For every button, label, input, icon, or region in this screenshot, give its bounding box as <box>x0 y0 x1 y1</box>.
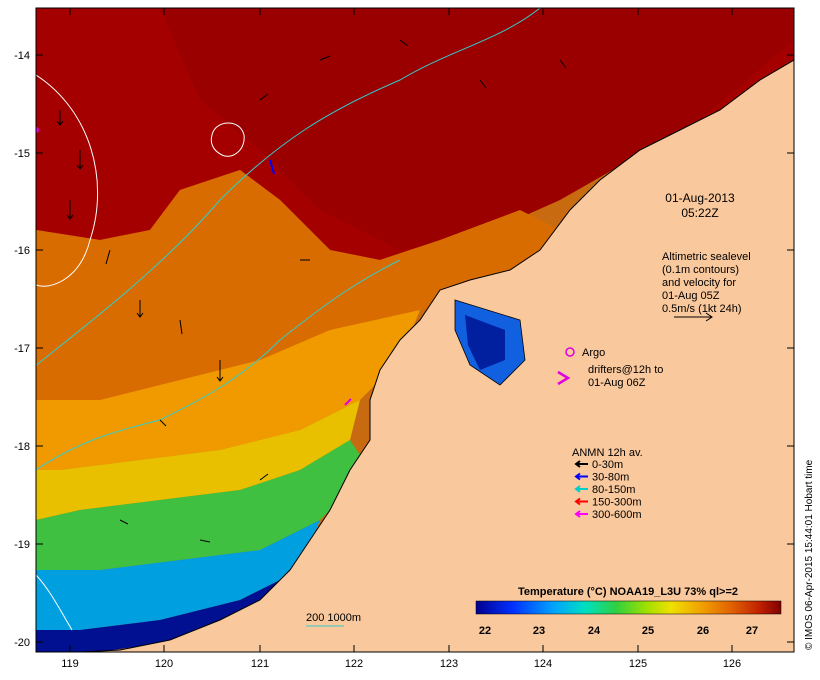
drifters-label: drifters@12h to <box>588 364 663 376</box>
colorbar-tick-label: 23 <box>533 625 545 637</box>
anmn-legend-arrowhead <box>574 460 581 468</box>
bathy-label: 200 1000m <box>306 612 361 624</box>
anmn-legend-label: 150-300m <box>592 497 642 509</box>
colorbar-tick-label: 24 <box>588 625 601 637</box>
timestamp-date: 01-Aug-2013 <box>665 191 735 205</box>
velocity-arrows <box>56 39 567 543</box>
argo-legend-icon <box>565 347 575 357</box>
lon-tick-label: 119 <box>61 658 79 670</box>
lon-tick-label: 120 <box>155 658 173 670</box>
sst-field <box>36 8 794 652</box>
lon-tick-label: 121 <box>251 658 269 670</box>
drifter-legend-icon <box>557 370 571 386</box>
anmn-legend-label: 80-150m <box>592 484 635 496</box>
sealevel-note-line: Altimetric sealevel <box>662 251 751 263</box>
lon-tick-label: 125 <box>629 658 647 670</box>
sealevel-note-line: 0.5m/s (1kt 24h) <box>662 303 741 315</box>
drifters-label: 01-Aug 06Z <box>588 377 646 389</box>
sealevel-note-line: and velocity for <box>662 277 736 289</box>
argo-label: Argo <box>582 347 605 359</box>
colorbar-tick-label: 27 <box>746 625 758 637</box>
anmn-legend-label: 300-600m <box>592 509 642 521</box>
lon-tick-label: 123 <box>440 658 458 670</box>
lat-tick-label: -20 <box>14 637 30 649</box>
lon-tick-label: 122 <box>345 658 363 670</box>
lat-tick-label: -16 <box>14 245 30 257</box>
lon-tick-label: 126 <box>723 658 741 670</box>
lat-tick-label: -17 <box>14 343 30 355</box>
colorbar-tick-label: 25 <box>642 625 654 637</box>
drifter-track <box>269 159 275 175</box>
latitude-axis: -14 -15 -16 -17 -18 -19 -20 <box>14 50 794 649</box>
anmn-legend-arrowhead <box>574 485 581 493</box>
sealevel-note-line: 01-Aug 05Z <box>662 290 720 302</box>
anmn-legend: ANMN 12h av. 0-30m30-80m80-150m150-300m3… <box>572 447 643 521</box>
argo-float <box>36 127 39 133</box>
sealevel-note: Altimetric sealevel (0.1m contours) and … <box>662 251 751 322</box>
anmn-title: ANMN 12h av. <box>572 447 643 459</box>
lat-tick-label: -19 <box>14 539 30 551</box>
colorbar-tick-label: 26 <box>697 625 709 637</box>
sealevel-note-line: (0.1m contours) <box>662 264 739 276</box>
anmn-legend-arrowhead <box>574 497 581 506</box>
credit-text: © IMOS 06-Apr-2015 15:44:01 Hobart time <box>804 459 815 650</box>
anmn-legend-arrowhead <box>574 472 581 481</box>
lat-tick-label: -15 <box>14 148 30 160</box>
anmn-legend-arrowhead <box>574 510 581 518</box>
colorbar-title: Temperature (°C) NOAA19_L3U 73% ql>=2 <box>518 586 738 598</box>
anmn-legend-label: 30-80m <box>592 472 629 484</box>
colorbar <box>475 600 782 615</box>
drifter-track <box>344 398 352 406</box>
lat-tick-label: -18 <box>14 441 30 453</box>
colorbar-ticks: 22 23 24 25 26 27 <box>479 625 758 637</box>
anmn-legend-label: 0-30m <box>592 459 623 471</box>
longitude-axis: 119 120 121 122 123 124 125 126 <box>61 8 741 670</box>
colorbar-tick-label: 22 <box>479 625 491 637</box>
timestamp-time: 05:22Z <box>681 206 718 220</box>
lat-tick-label: -14 <box>14 50 30 62</box>
lon-tick-label: 124 <box>534 658 552 670</box>
scale-arrow <box>674 312 713 322</box>
